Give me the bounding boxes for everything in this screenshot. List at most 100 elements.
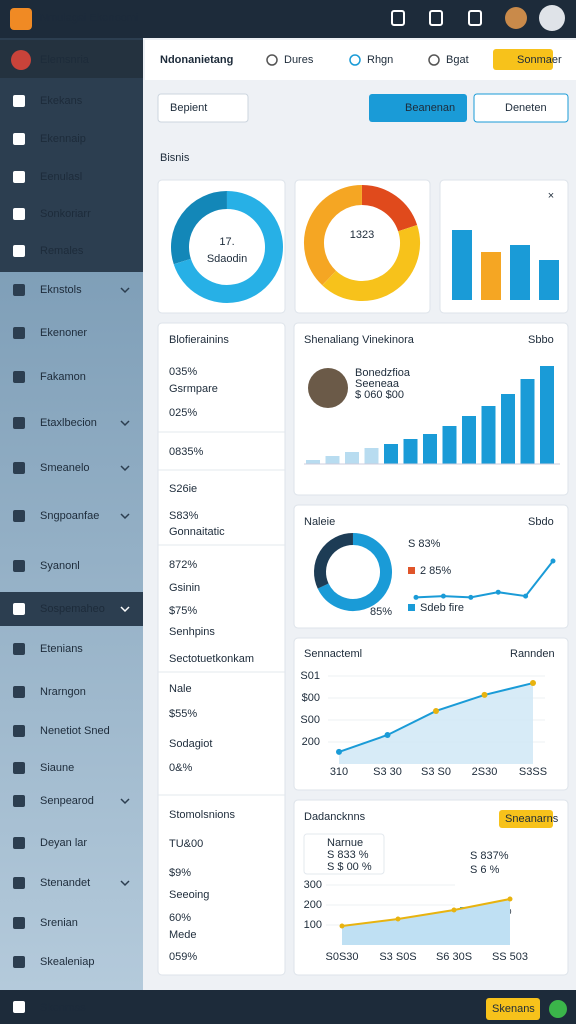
sidebar-item[interactable]: Skealeniap	[40, 956, 94, 968]
icon-button[interactable]	[468, 10, 482, 26]
sidebar-item[interactable]: Nenetiot Sned	[40, 725, 110, 737]
chevron	[120, 880, 130, 887]
avatar[interactable]	[539, 5, 565, 31]
chevron	[120, 420, 130, 427]
sidebar-item[interactable]: Senpearod	[40, 795, 94, 807]
bar	[306, 460, 320, 464]
legend-label: S $ 00 %	[327, 861, 372, 873]
tab[interactable]: Dures	[284, 54, 314, 66]
sidebar-icon	[13, 95, 25, 107]
card-link[interactable]: Rannden	[510, 648, 555, 660]
card-title: Naleie	[304, 516, 335, 528]
sidebar-item[interactable]: Srenian	[40, 917, 78, 929]
sidebar-icon	[13, 462, 25, 474]
sidebar-icon	[13, 171, 25, 183]
card-title: Sennacteml	[304, 648, 362, 660]
secondary-button[interactable]	[473, 93, 569, 123]
sidebar-icon	[13, 686, 25, 698]
point	[507, 896, 513, 902]
chevron	[120, 606, 130, 613]
sidebar-item[interactable]: Ekennaip	[40, 133, 86, 145]
bar	[540, 366, 554, 464]
list-row: 0&%	[169, 762, 192, 774]
list-row: Nale	[169, 683, 192, 695]
list-row: Gsinin	[169, 582, 200, 594]
card-title: Shenaliang Vinekinora	[304, 334, 415, 346]
bottom-title: Skenmas	[40, 1002, 86, 1014]
bar	[481, 406, 496, 464]
sidebar-item[interactable]: Deyan lar	[40, 837, 87, 849]
bottom-bar	[0, 990, 576, 1024]
sidebar-icon	[13, 327, 25, 339]
sidebar-item[interactable]: Syanonl	[40, 560, 80, 572]
bar	[501, 394, 515, 464]
card	[157, 322, 286, 976]
status-icon[interactable]	[549, 1000, 567, 1018]
bar	[520, 379, 535, 464]
primary-button[interactable]	[369, 94, 467, 122]
sidebar-item[interactable]: Sngpoanfae	[40, 510, 99, 522]
tab[interactable]: Ndonanietang	[160, 54, 233, 66]
bar	[423, 434, 437, 464]
x-tick-label: 310	[330, 766, 348, 778]
tab[interactable]: Rhgn	[367, 54, 393, 66]
point	[433, 707, 439, 714]
legend-label: 2 85%	[420, 565, 451, 577]
point	[336, 748, 342, 755]
close-icon[interactable]: ×	[548, 190, 554, 202]
sidebar-item[interactable]: Nrarngon	[40, 686, 86, 698]
sidebar-icon	[13, 643, 25, 655]
sidebar-item[interactable]: Remales	[40, 245, 84, 257]
badge-text: Sneanarns	[505, 813, 559, 825]
secondary-button-text: Deneten	[505, 102, 547, 114]
sidebar-item[interactable]: Siaune	[40, 762, 74, 774]
note: S 6 %	[470, 864, 500, 876]
dropdown[interactable]	[157, 93, 249, 123]
bottom-button-text: Skenans	[492, 1003, 535, 1015]
bar	[510, 245, 530, 300]
point	[440, 593, 446, 599]
point	[495, 589, 501, 595]
card-link[interactable]: Sbdo	[528, 516, 554, 528]
list-row: 025%	[169, 407, 197, 419]
point	[451, 907, 457, 913]
sidebar-icon	[13, 284, 25, 296]
donut-segment	[173, 191, 283, 303]
sidebar-item[interactable]: Etenians	[40, 643, 83, 655]
card-link[interactable]: Sbbo	[528, 334, 554, 346]
tab-icon	[428, 54, 440, 66]
chevron	[120, 513, 130, 520]
header-button[interactable]	[493, 49, 553, 70]
sidebar-item[interactable]: Etaxlbecion	[40, 417, 97, 429]
list-row: 059%	[169, 951, 197, 963]
sidebar-item[interactable]: Smeanelo	[40, 462, 90, 474]
sidebar-item[interactable]: Fakamon	[40, 371, 86, 383]
sidebar-item[interactable]: Stenandet	[40, 877, 90, 889]
sidebar-item[interactable]: Ekenoner	[40, 327, 87, 339]
point	[530, 680, 536, 687]
list-row: S83%	[169, 510, 199, 522]
app-title: Nmulagai Ekenoomi	[40, 12, 138, 24]
bar	[325, 456, 340, 464]
line	[415, 560, 554, 599]
area	[342, 899, 510, 945]
bottom-button[interactable]	[486, 998, 540, 1020]
sidebar-item[interactable]: Ekekans	[40, 95, 83, 107]
icon-button[interactable]	[429, 10, 443, 26]
donut-caption: Sdaodin	[207, 253, 247, 265]
icon-button[interactable]	[391, 10, 405, 26]
list-row: $55%	[169, 708, 197, 720]
sidebar-item[interactable]: Sonkoriarr	[40, 208, 91, 220]
sidebar-item[interactable]: Sospemaheo	[40, 603, 105, 615]
tab[interactable]: Bgat	[446, 54, 469, 66]
area	[339, 683, 533, 764]
chevron	[120, 798, 130, 805]
avatar[interactable]	[505, 7, 527, 29]
badge	[499, 810, 553, 828]
x-tick-label: S3SS	[519, 766, 547, 778]
sidebar-item[interactable]: Eenulasl	[40, 171, 82, 183]
line	[341, 898, 511, 927]
sidebar-item[interactable]: Eknstols	[40, 284, 82, 296]
legend-label: S 83%	[408, 538, 441, 550]
